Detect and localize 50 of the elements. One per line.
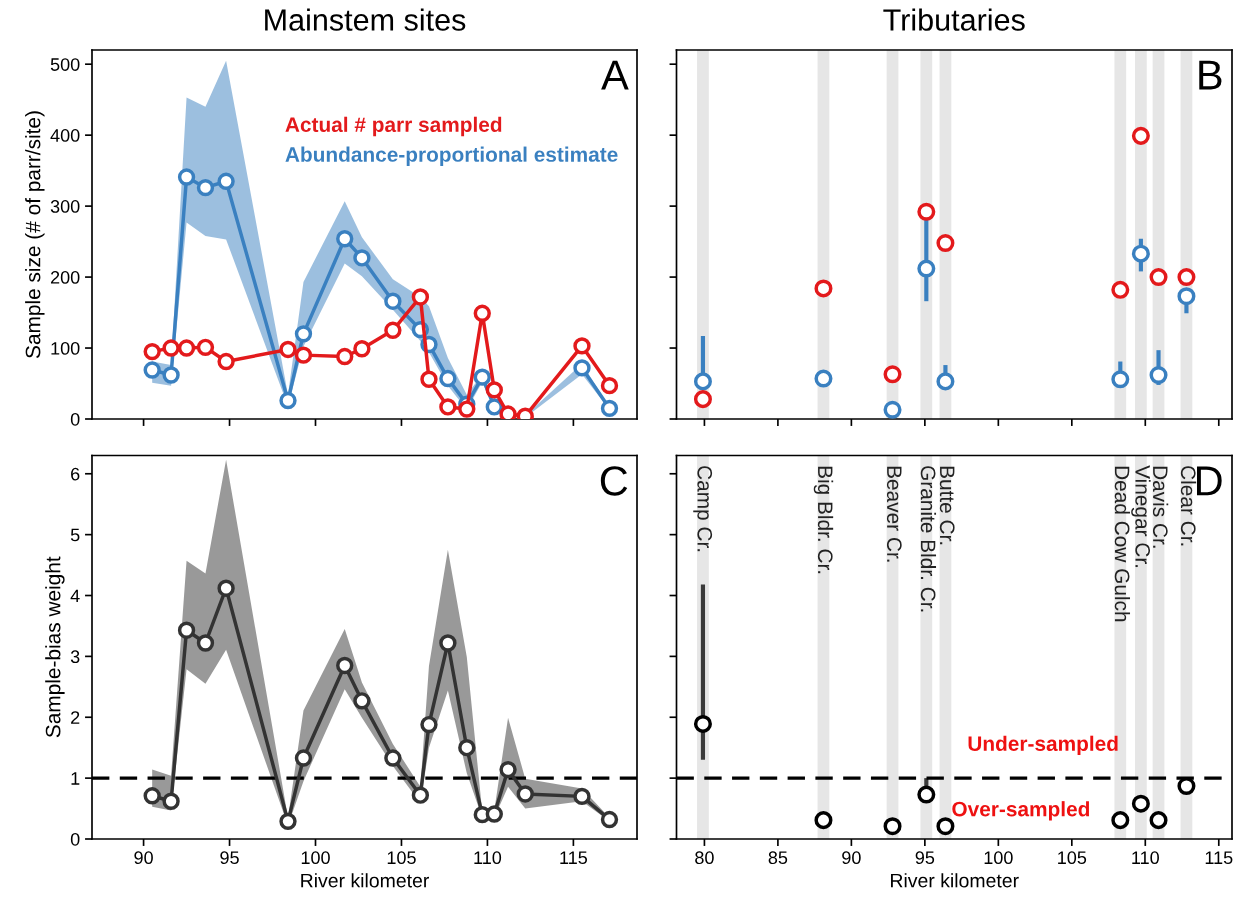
y-tick-label: 100 [51,341,80,355]
y-tick-label: 5 [70,528,80,542]
band-label: Granite Bldr. Cr. [920,466,937,612]
x-tick-label: 110 [1132,851,1159,865]
text: Abundance-proportional estimate [285,146,618,166]
y-tick-label: 0 [70,832,80,846]
y-tick-label: 1 [71,772,80,785]
x-tick-label: 115 [560,851,588,865]
band-label: Davis Cr. [1152,466,1169,548]
band-label: Clear Cr. [1180,466,1197,546]
band-label: Beaver Cr. [886,466,902,562]
x-tick-label: 100 [984,851,1013,865]
x-tick-label: 105 [387,851,416,865]
annotation: D [1196,466,1222,496]
annotation: Under-sampled [968,735,1118,756]
text: Actual # parr sampled [285,116,502,137]
y-tick-label: 0 [70,412,80,426]
x-tick-label: 90 [842,851,861,865]
annotation: A [601,60,629,90]
y-axis-title: Sample-bias weight [45,556,65,738]
y-tick-label: 500 [50,58,80,71]
band-label: Camp Cr. [693,466,713,552]
x-tick-label: 105 [1058,851,1087,865]
y-tick-label: 2 [71,711,80,724]
x-tick-label: 95 [220,851,239,865]
y-tick-label: 200 [50,271,80,284]
x-tick-label: 80 [695,851,714,865]
annotation: Over-sampled [952,801,1090,821]
y-tick-label: 400 [50,129,80,142]
annotation: B [1199,60,1222,90]
annotation: C [600,466,628,496]
y-tick-label: 6 [71,467,80,481]
band-label: Dead Cow Gulch [1114,466,1131,622]
x-tick-label: 90 [134,851,153,865]
y-tick-label: 300 [50,200,80,213]
band-label: Big Bldr. Cr. [813,466,834,574]
x-axis-title: River kilometer [301,873,430,888]
x-tick-label: 100 [301,851,330,865]
x-tick-label: 115 [1205,851,1233,865]
y-tick-label: 3 [70,650,80,664]
x-tick-label: 85 [768,851,788,865]
band-label: Butte Cr. [939,466,955,545]
chart-title: Mainstem sites [265,8,466,31]
y-tick-label: 4 [70,589,80,603]
band-label: Vinegar Cr. [1131,465,1151,568]
x-tick-label: 95 [915,851,935,865]
chart-title: Tributaries [883,8,1025,31]
y-axis-title: Sample size (# of parr/site) [25,111,45,359]
x-tick-label: 110 [474,851,502,865]
x-axis-title: River kilometer [891,873,1019,888]
